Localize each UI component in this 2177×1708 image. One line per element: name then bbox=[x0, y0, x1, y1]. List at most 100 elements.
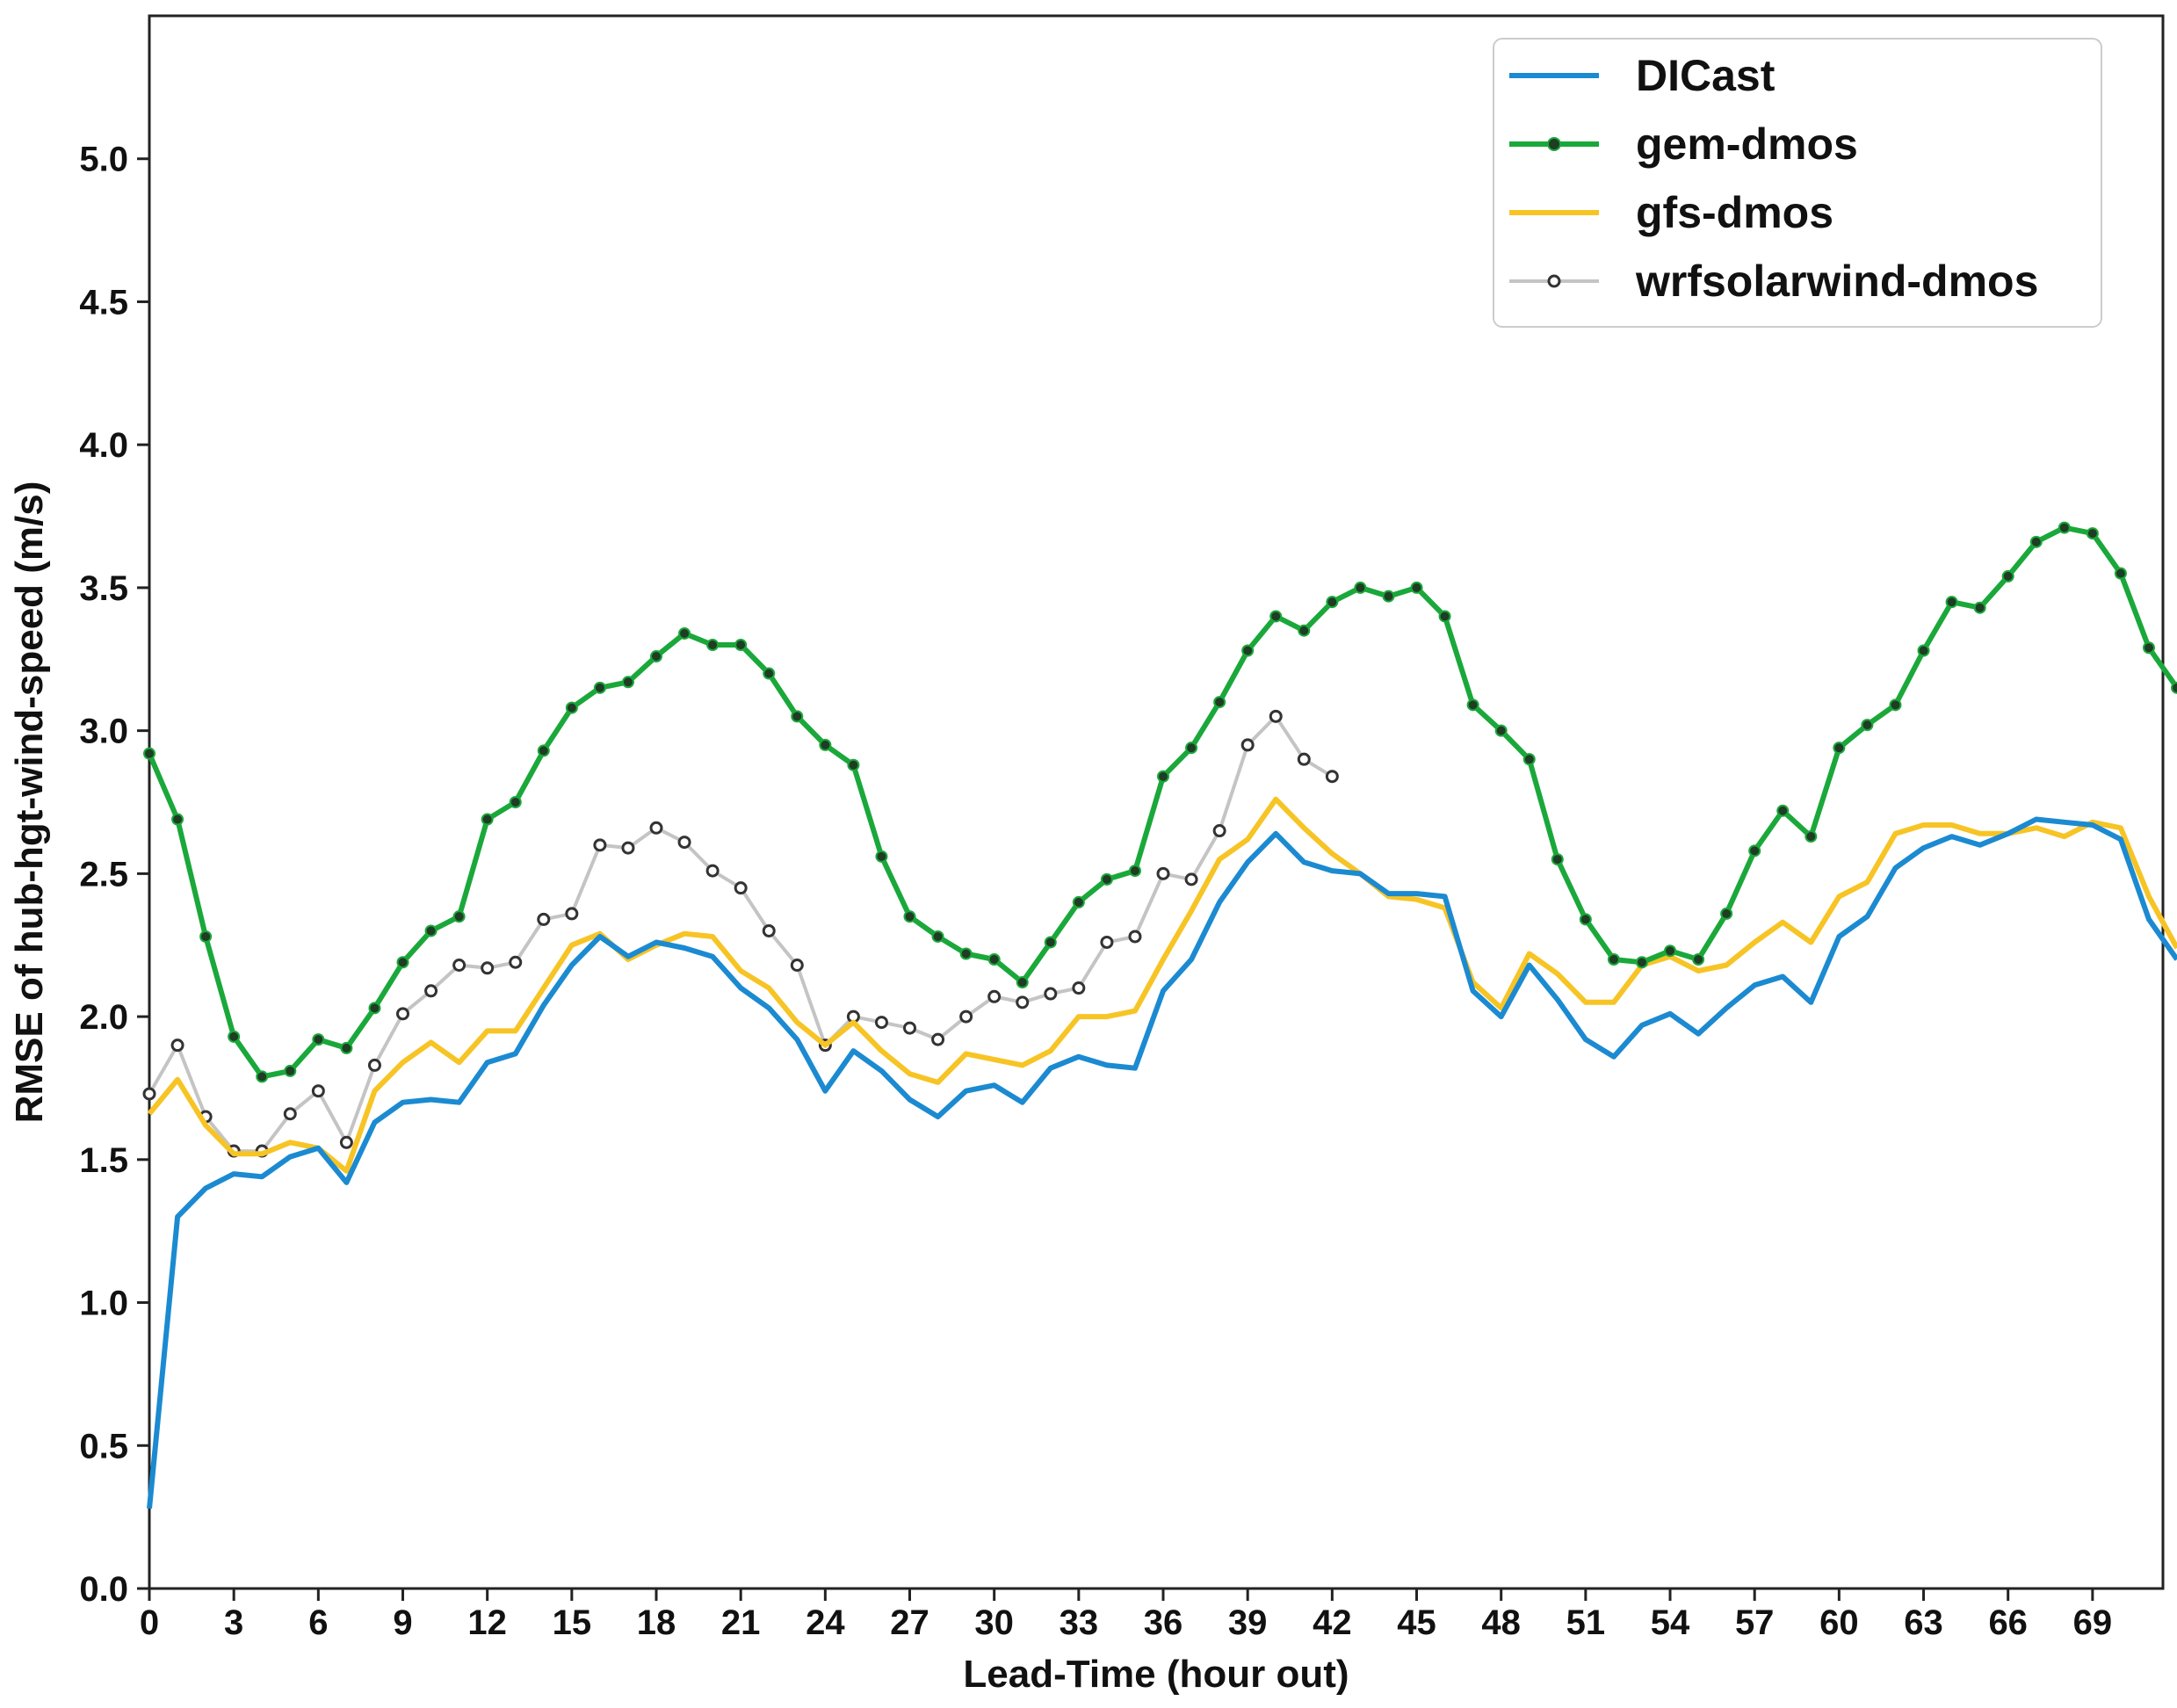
data-point bbox=[2086, 527, 2099, 540]
y-tick-label: 1.0 bbox=[79, 1285, 128, 1323]
legend-item: gfs-dmos bbox=[1509, 188, 1833, 237]
data-point bbox=[1945, 596, 1958, 609]
y-tick-label: 2.5 bbox=[79, 855, 128, 894]
series-layer bbox=[142, 521, 2177, 1509]
data-point bbox=[762, 923, 776, 937]
data-point bbox=[565, 907, 579, 921]
legend-item: DICast bbox=[1509, 51, 1776, 100]
x-tick-label: 48 bbox=[1481, 1603, 1521, 1642]
data-point bbox=[1269, 610, 1283, 623]
x-tick-label: 27 bbox=[890, 1603, 929, 1642]
data-point bbox=[1522, 753, 1536, 766]
data-point bbox=[959, 947, 973, 960]
data-point bbox=[396, 1007, 410, 1021]
legend: DICast gem-dmos gfs-dmos wrfsolarwind-dmos bbox=[1493, 38, 2102, 328]
data-point bbox=[1100, 872, 1113, 886]
legend-label: gfs-dmos bbox=[1636, 188, 1833, 237]
data-point bbox=[424, 984, 438, 998]
data-point bbox=[1128, 930, 1142, 944]
data-point bbox=[650, 650, 663, 663]
data-point bbox=[763, 667, 776, 680]
data-point bbox=[311, 1084, 325, 1098]
data-point bbox=[1664, 944, 1677, 958]
data-point bbox=[452, 910, 466, 923]
data-point bbox=[875, 850, 888, 863]
data-point bbox=[621, 841, 635, 855]
x-tick-label: 18 bbox=[637, 1603, 676, 1642]
data-point bbox=[367, 1058, 381, 1072]
data-point bbox=[170, 1039, 184, 1053]
data-point bbox=[931, 1032, 945, 1046]
x-tick-label: 36 bbox=[1144, 1603, 1183, 1642]
series-gfs-dmos bbox=[147, 796, 2177, 1174]
data-point bbox=[2001, 569, 2014, 583]
data-point bbox=[1269, 709, 1283, 723]
data-point bbox=[2029, 535, 2043, 548]
data-point bbox=[1438, 610, 1451, 623]
data-point bbox=[791, 710, 804, 723]
data-point bbox=[1776, 804, 1790, 817]
data-point bbox=[734, 639, 748, 651]
y-tick-label: 0.5 bbox=[79, 1427, 128, 1466]
data-point bbox=[1298, 624, 1311, 637]
data-point bbox=[734, 881, 748, 895]
y-axis-title: RMSE of hub-hgt-wind-speed (m/s) bbox=[8, 481, 51, 1124]
data-point bbox=[2114, 567, 2127, 580]
data-point bbox=[1410, 581, 1423, 594]
data-point bbox=[1382, 590, 1395, 603]
x-tick-label: 3 bbox=[224, 1603, 243, 1642]
data-point bbox=[987, 989, 1002, 1003]
data-point bbox=[1805, 830, 1818, 843]
x-tick-label: 57 bbox=[1735, 1603, 1775, 1642]
data-point bbox=[1833, 742, 1846, 755]
data-point bbox=[1072, 895, 1085, 908]
y-tick-label: 3.0 bbox=[79, 713, 128, 751]
data-point bbox=[1579, 913, 1592, 926]
data-point bbox=[705, 864, 720, 878]
data-point bbox=[903, 1021, 917, 1035]
data-point bbox=[284, 1064, 297, 1077]
data-point bbox=[339, 1135, 353, 1149]
data-point bbox=[368, 1002, 381, 1015]
data-point bbox=[621, 676, 634, 689]
x-tick-label: 42 bbox=[1313, 1603, 1352, 1642]
data-point bbox=[1156, 866, 1170, 880]
data-point bbox=[481, 813, 494, 826]
data-point bbox=[593, 838, 607, 852]
data-point bbox=[678, 626, 691, 640]
data-point bbox=[1297, 752, 1311, 766]
data-point bbox=[452, 959, 466, 973]
data-point bbox=[481, 961, 495, 975]
x-tick-label: 66 bbox=[1988, 1603, 2028, 1642]
x-tick-label: 51 bbox=[1566, 1603, 1606, 1642]
data-point bbox=[142, 1087, 156, 1101]
legend-marker bbox=[1547, 137, 1561, 151]
data-point bbox=[1635, 956, 1648, 969]
data-point bbox=[874, 1016, 888, 1030]
y-tick-label: 1.5 bbox=[79, 1141, 128, 1180]
series-line bbox=[147, 816, 2177, 1509]
data-point bbox=[1325, 770, 1339, 784]
series-line bbox=[147, 796, 2177, 1174]
y-tick-label: 5.0 bbox=[79, 141, 128, 179]
data-point bbox=[283, 1107, 297, 1121]
data-point bbox=[2142, 641, 2155, 655]
x-tick-label: 60 bbox=[1819, 1603, 1859, 1642]
x-tick-label: 0 bbox=[140, 1603, 159, 1642]
data-point bbox=[677, 836, 691, 850]
data-point bbox=[143, 747, 156, 760]
data-point bbox=[537, 744, 550, 757]
data-point bbox=[312, 1033, 325, 1046]
y-tick-label: 2.0 bbox=[79, 998, 128, 1037]
x-tick-label: 39 bbox=[1228, 1603, 1268, 1642]
legend-item: wrfsolarwind-dmos bbox=[1509, 257, 2038, 306]
data-point bbox=[847, 758, 860, 771]
series-DICast bbox=[147, 816, 2177, 1509]
data-point bbox=[1354, 581, 1367, 594]
x-tick-label: 21 bbox=[721, 1603, 761, 1642]
data-point bbox=[819, 738, 832, 751]
x-tick-label: 63 bbox=[1904, 1603, 1943, 1642]
legend-label: DICast bbox=[1636, 51, 1776, 100]
data-point bbox=[1016, 976, 1029, 989]
